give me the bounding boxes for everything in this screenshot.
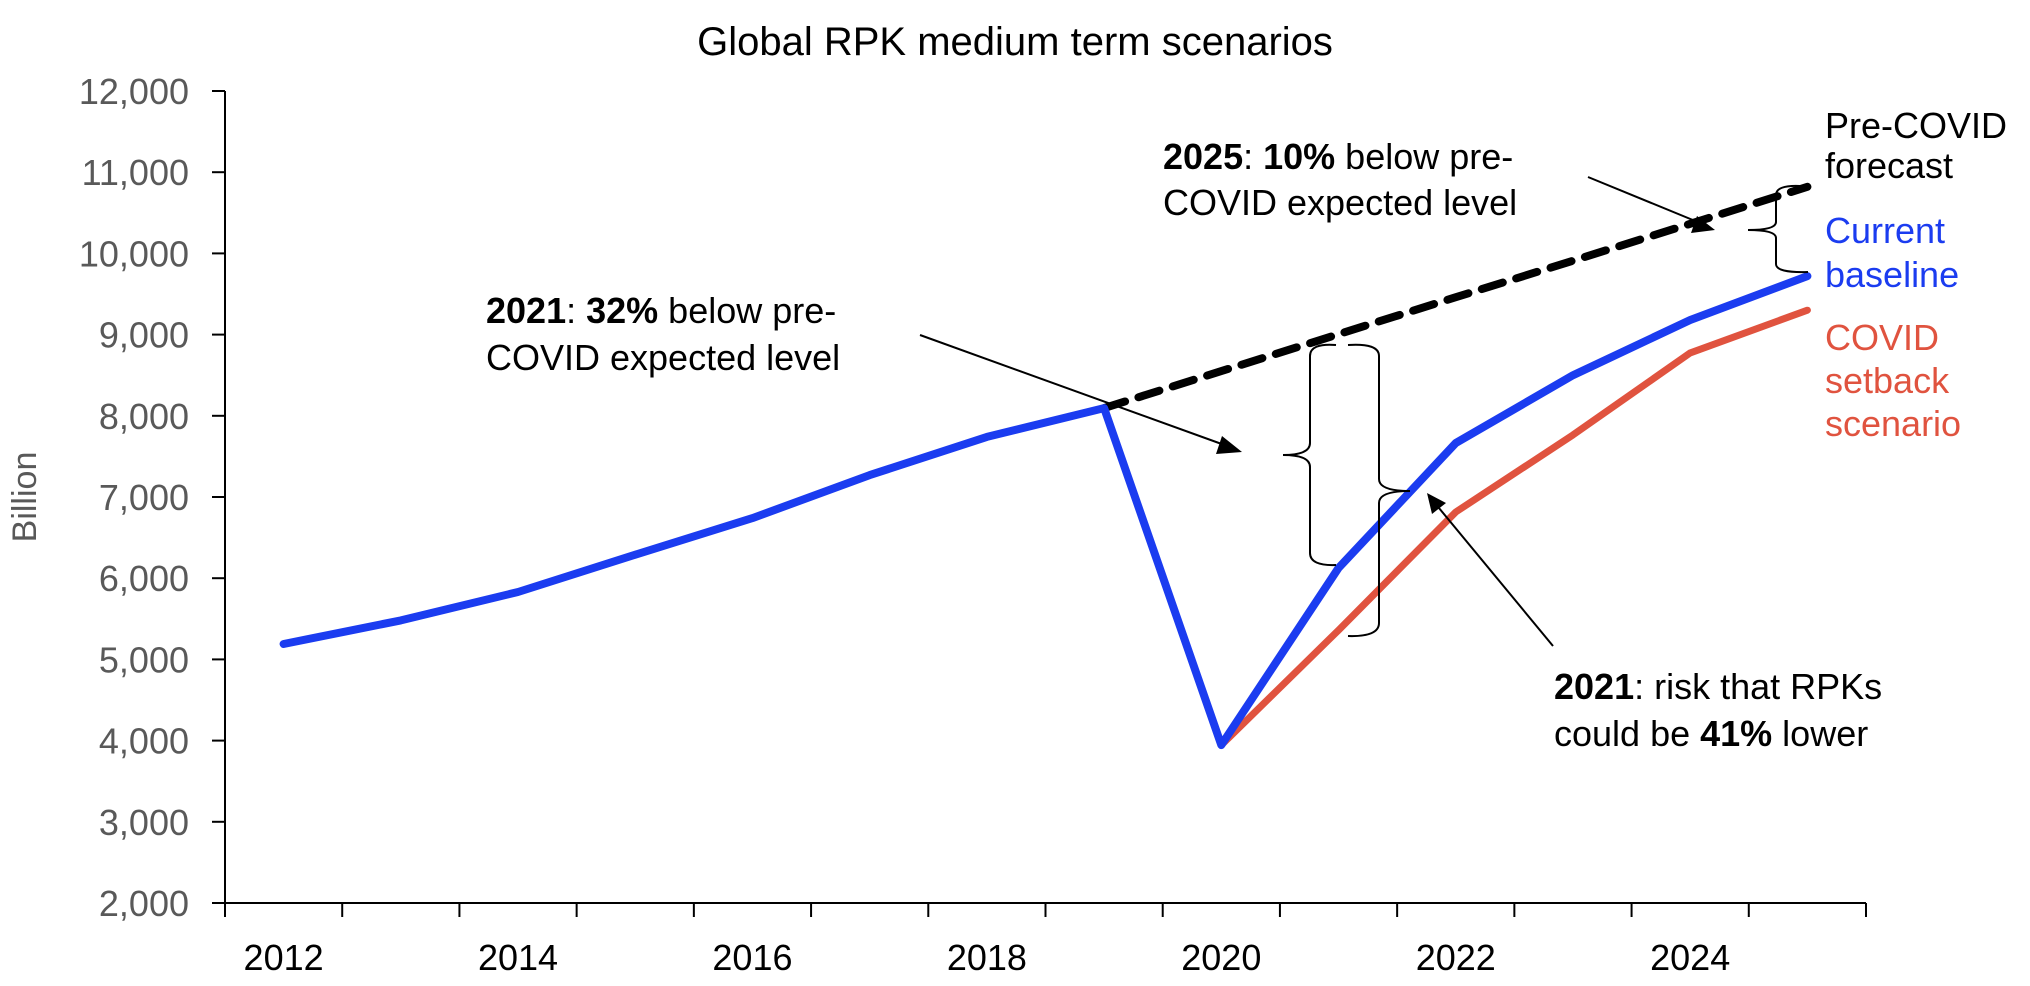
x-tick-label: 2018 <box>947 937 1027 978</box>
arrow-2021-32 <box>919 334 1231 448</box>
series-labels: Pre-COVID forecast Current baseline COVID set… <box>1825 105 2007 444</box>
x-tick-label: 2022 <box>1416 937 1496 978</box>
annot-line: 2025: 10% below pre- <box>1163 136 1513 177</box>
annot-text: : risk that RPKs <box>1634 666 1882 707</box>
braces <box>1282 184 1809 638</box>
annotation-2021-41pct: 2021: risk that RPKs could be 41% lower <box>1554 666 1892 754</box>
series-label-line: Current <box>1825 210 1945 251</box>
annot-text: 10% <box>1263 136 1335 177</box>
annot-text: : <box>566 290 586 331</box>
annot-text: lower <box>1772 713 1868 754</box>
annot-text: 2021 <box>486 290 566 331</box>
annot-text: 41% <box>1700 713 1772 754</box>
series-label-line: setback <box>1825 360 1950 401</box>
axes: 2,000 3,000 4,000 5,000 6,000 7,000 8,000 9,000… <box>79 71 1867 978</box>
annot-line: could be 41% lower <box>1554 713 1868 754</box>
annot-line: 2021: 32% below pre- <box>486 290 836 331</box>
series-label-line: forecast <box>1825 145 1953 186</box>
annotation-2025-10pct: 2025: 10% below pre- COVID expected leve… <box>1163 136 1523 223</box>
y-tick-label: 5,000 <box>99 639 189 680</box>
y-tick-label: 4,000 <box>99 721 189 762</box>
series-label-line: baseline <box>1825 254 1959 295</box>
annot-text: 2021 <box>1554 666 1634 707</box>
y-tick-label: 3,000 <box>99 802 189 843</box>
annotation-2021-32pct: 2021: 32% below pre- COVID expected leve… <box>486 290 846 378</box>
series-label-covid-setback-scenario: COVID setback scenario <box>1825 317 1961 444</box>
y-tick-label: 10,000 <box>79 233 189 274</box>
arrowhead-2025-10 <box>1691 216 1715 233</box>
arrow-2021-41 <box>1433 501 1554 647</box>
arrow-2025-10 <box>1587 176 1706 226</box>
annot-text: 32% <box>586 290 658 331</box>
x-tick-label: 2024 <box>1650 937 1730 978</box>
series-line-covid-setback-scenario <box>1217 306 1811 749</box>
chart-title: Global RPK medium term scenarios <box>697 20 1333 64</box>
series-layer <box>279 182 1812 750</box>
annot-text: : <box>1243 136 1263 177</box>
brace-2021-baseline-gap <box>1282 343 1337 567</box>
x-tick-label: 2016 <box>712 937 792 978</box>
annot-line: COVID expected level <box>1163 182 1517 223</box>
y-tick-label: 8,000 <box>99 396 189 437</box>
series-label-line: scenario <box>1825 403 1961 444</box>
series-line-pre-covid-forecast <box>1100 182 1812 413</box>
y-tick-label: 11,000 <box>82 152 189 193</box>
arrows <box>919 176 1715 647</box>
y-tick-label: 9,000 <box>99 315 189 356</box>
series-label-line: Pre-COVID <box>1825 105 2007 146</box>
annot-line: 2021: risk that RPKs <box>1554 666 1882 707</box>
x-tick-label: 2012 <box>244 937 324 978</box>
annot-text: could be <box>1554 713 1700 754</box>
y-axis-label: Billion <box>6 452 44 543</box>
brace-2021-setback-gap <box>1347 343 1411 638</box>
y-tick-label: 2,000 <box>99 883 189 924</box>
series-label-current-baseline: Current baseline <box>1825 210 1959 295</box>
annot-text: 2025 <box>1163 136 1243 177</box>
series-line-current-baseline <box>279 272 1812 750</box>
arrowhead-2021-41 <box>1427 493 1446 514</box>
annot-text: below pre- <box>1335 136 1513 177</box>
series-label-line: COVID <box>1825 317 1939 358</box>
y-tick-label: 6,000 <box>99 558 189 599</box>
annot-text: below pre- <box>658 290 836 331</box>
annot-line: COVID expected level <box>486 337 840 378</box>
x-tick-label: 2020 <box>1181 937 1261 978</box>
series-label-pre-covid-forecast: Pre-COVID forecast <box>1825 105 2007 186</box>
arrowhead-2021-32 <box>1216 436 1242 454</box>
y-tick-label: 12,000 <box>79 71 189 112</box>
brace-2025-gap <box>1747 184 1809 274</box>
x-tick-label: 2014 <box>478 937 558 978</box>
y-tick-label: 7,000 <box>99 477 189 518</box>
